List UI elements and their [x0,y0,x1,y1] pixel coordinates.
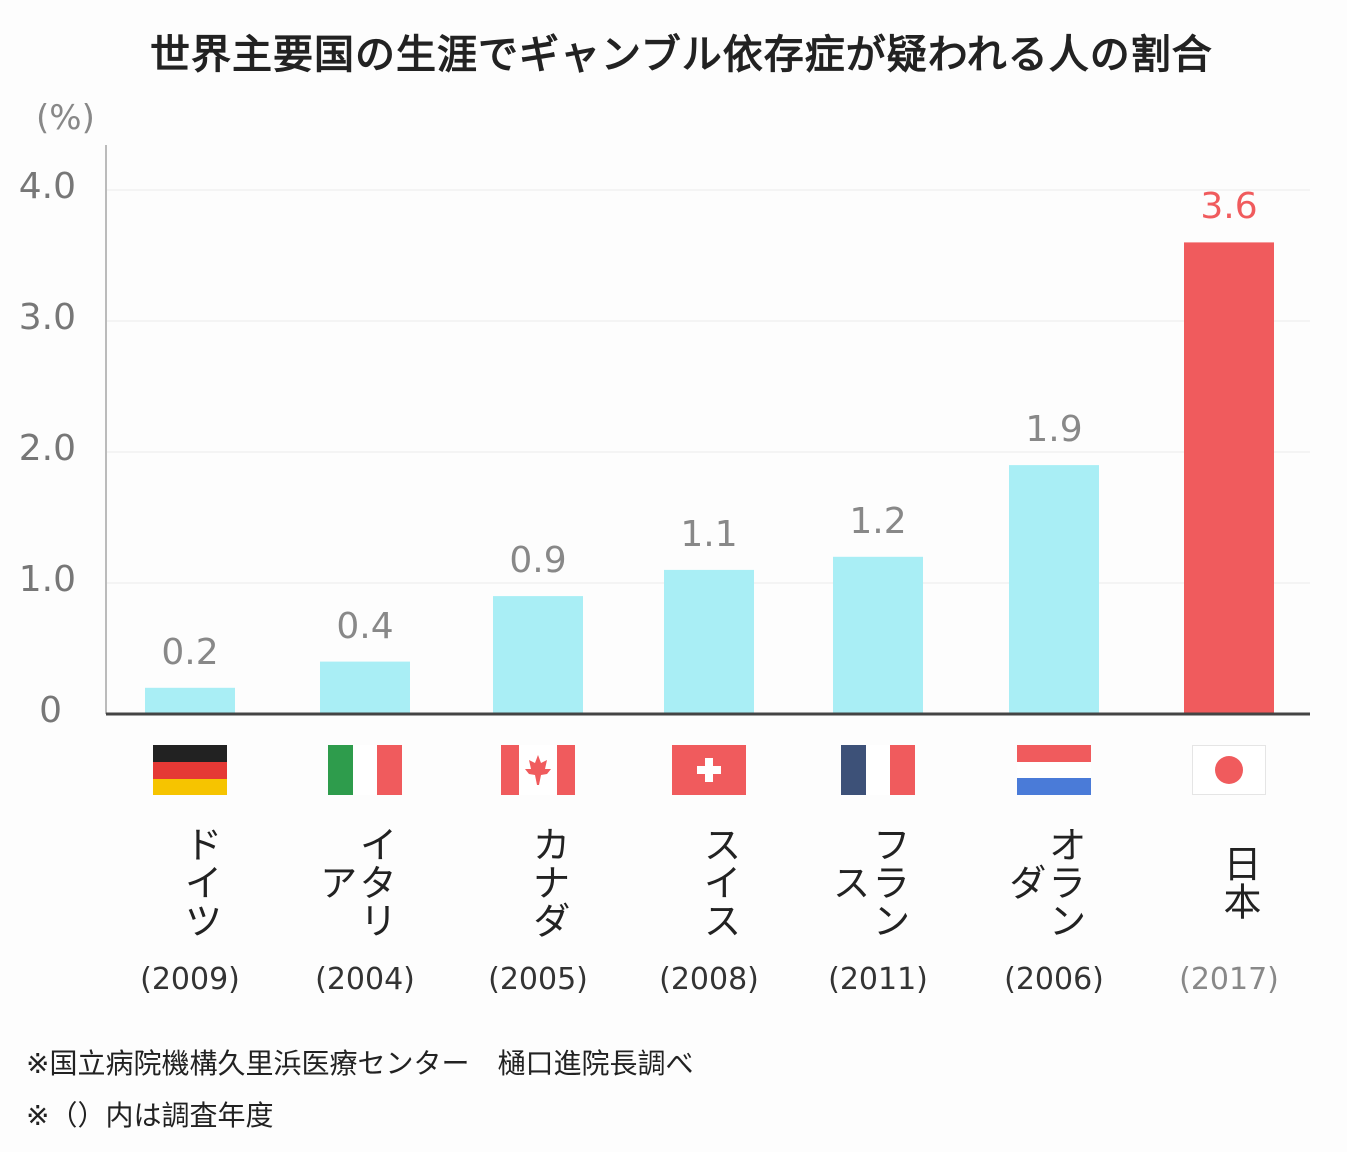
switzerland-flag-icon [672,745,746,795]
japan-flag-icon [1192,745,1266,795]
year-label-5: (2006) [1004,962,1104,997]
canada-flag-icon [501,745,575,795]
bar-6 [1184,242,1274,714]
y-axis-unit: (%) [36,98,95,138]
bar-3 [664,569,754,714]
france-flag-icon [841,745,915,795]
chart-title: 世界主要国の生涯でギャンブル依存症が疑われる人の割合 [150,32,1213,78]
value-label-5: 1.9 [1025,409,1083,451]
value-label-2: 0.9 [509,540,567,582]
value-label-1: 0.4 [336,605,394,647]
bar-2 [493,596,583,714]
value-label-4: 1.2 [849,500,907,542]
year-label-3: (2008) [659,962,759,997]
bar-1 [320,661,410,714]
country-label-6: 日本 [1217,844,1261,920]
source-note: ※国立病院機構久里浜医療センター 樋口進院長調べ [26,1047,694,1080]
country-label-5: オランダ [1002,825,1086,939]
year-label-1: (2004) [315,962,415,997]
germany-flag-icon [153,745,227,795]
value-label-6: 3.6 [1200,186,1258,228]
country-label-1: イタリア [313,825,397,939]
italy-flag-icon [328,745,402,795]
year-note: ※（）内は調査年度 [26,1099,274,1132]
year-label-6: (2017) [1179,962,1279,997]
country-label-3: スイス [697,825,741,939]
y-tick-label: 2.0 [18,428,76,469]
y-tick-label: 1.0 [18,559,76,600]
bar-5 [1009,465,1099,714]
value-label-3: 1.1 [680,513,738,555]
year-label-0: (2009) [140,962,240,997]
country-label-0: ドイツ [178,825,222,939]
value-label-0: 0.2 [161,631,219,673]
year-label-4: (2011) [828,962,928,997]
bar-4 [833,556,923,714]
y-tick-label: 4.0 [18,166,76,207]
bar-0 [145,687,235,714]
y-tick-label: 3.0 [18,297,76,338]
netherlands-flag-icon [1017,745,1091,795]
country-label-4: フランス [826,825,910,939]
year-label-2: (2005) [488,962,588,997]
country-label-2: カナダ [526,825,570,939]
y-tick-label: 0 [39,690,62,731]
